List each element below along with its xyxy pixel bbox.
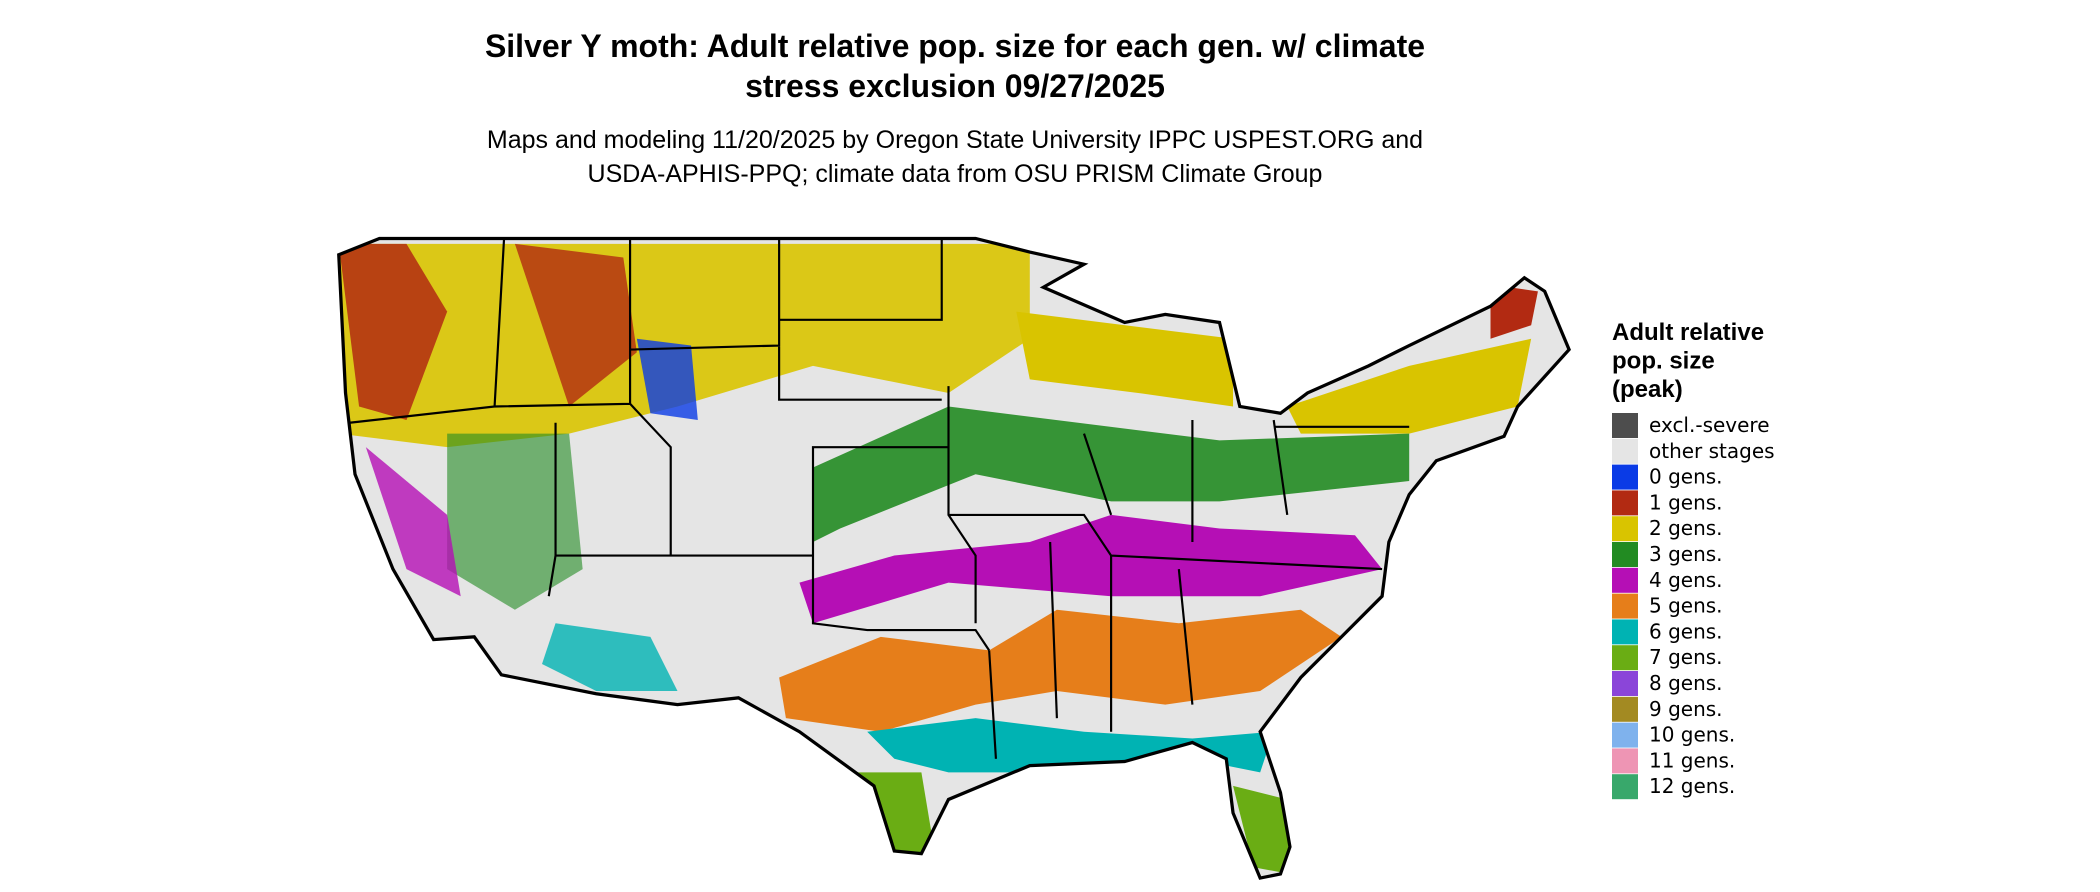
legend-swatch [1612, 490, 1638, 516]
legend-swatch [1612, 645, 1638, 671]
legend-label: 5 gens. [1649, 594, 1723, 618]
legend-label: 4 gens. [1649, 568, 1723, 592]
legend-swatch [1612, 748, 1638, 774]
legend-title: pop. size [1612, 348, 1715, 375]
legend-swatch [1612, 722, 1638, 748]
legend-label: other stages [1649, 439, 1775, 463]
legend-label: 10 gens. [1649, 723, 1735, 747]
legend-swatch [1612, 593, 1638, 619]
legend-label: 7 gens. [1649, 645, 1723, 669]
legend-swatch [1612, 774, 1638, 800]
legend-label: 0 gens. [1649, 465, 1723, 489]
legend-label: 8 gens. [1649, 671, 1723, 695]
legend-swatch [1612, 696, 1638, 722]
legend-label: 3 gens. [1649, 542, 1723, 566]
legend-swatch [1612, 567, 1638, 593]
title-line: stress exclusion 09/27/2025 [745, 68, 1165, 104]
legend-label: excl.-severe [1649, 413, 1770, 437]
legend-swatch [1612, 542, 1638, 567]
legend-title: Adult relative [1612, 319, 1764, 346]
legend-label: 12 gens. [1649, 774, 1735, 798]
legend-label: 11 gens. [1649, 748, 1735, 772]
legend-swatch [1612, 671, 1638, 696]
us-map [337, 236, 1571, 880]
legend-swatch [1612, 464, 1638, 490]
legend-label: 1 gens. [1649, 490, 1723, 514]
legend-swatch [1612, 438, 1638, 464]
titles: Silver Y moth: Adult relative pop. size … [485, 28, 1425, 188]
legend-label: 2 gens. [1649, 516, 1723, 540]
legend-swatch [1612, 516, 1638, 542]
subtitle-line: Maps and modeling 11/20/2025 by Oregon S… [487, 126, 1423, 154]
subtitle-line: USDA-APHIS-PPQ; climate data from OSU PR… [588, 160, 1323, 188]
legend-label: 9 gens. [1649, 697, 1723, 721]
legend-title: (peak) [1612, 376, 1683, 403]
legend-label: 6 gens. [1649, 619, 1723, 643]
title-line: Silver Y moth: Adult relative pop. size … [485, 28, 1425, 64]
legend-swatch [1612, 619, 1638, 645]
legend-swatch [1612, 413, 1638, 438]
